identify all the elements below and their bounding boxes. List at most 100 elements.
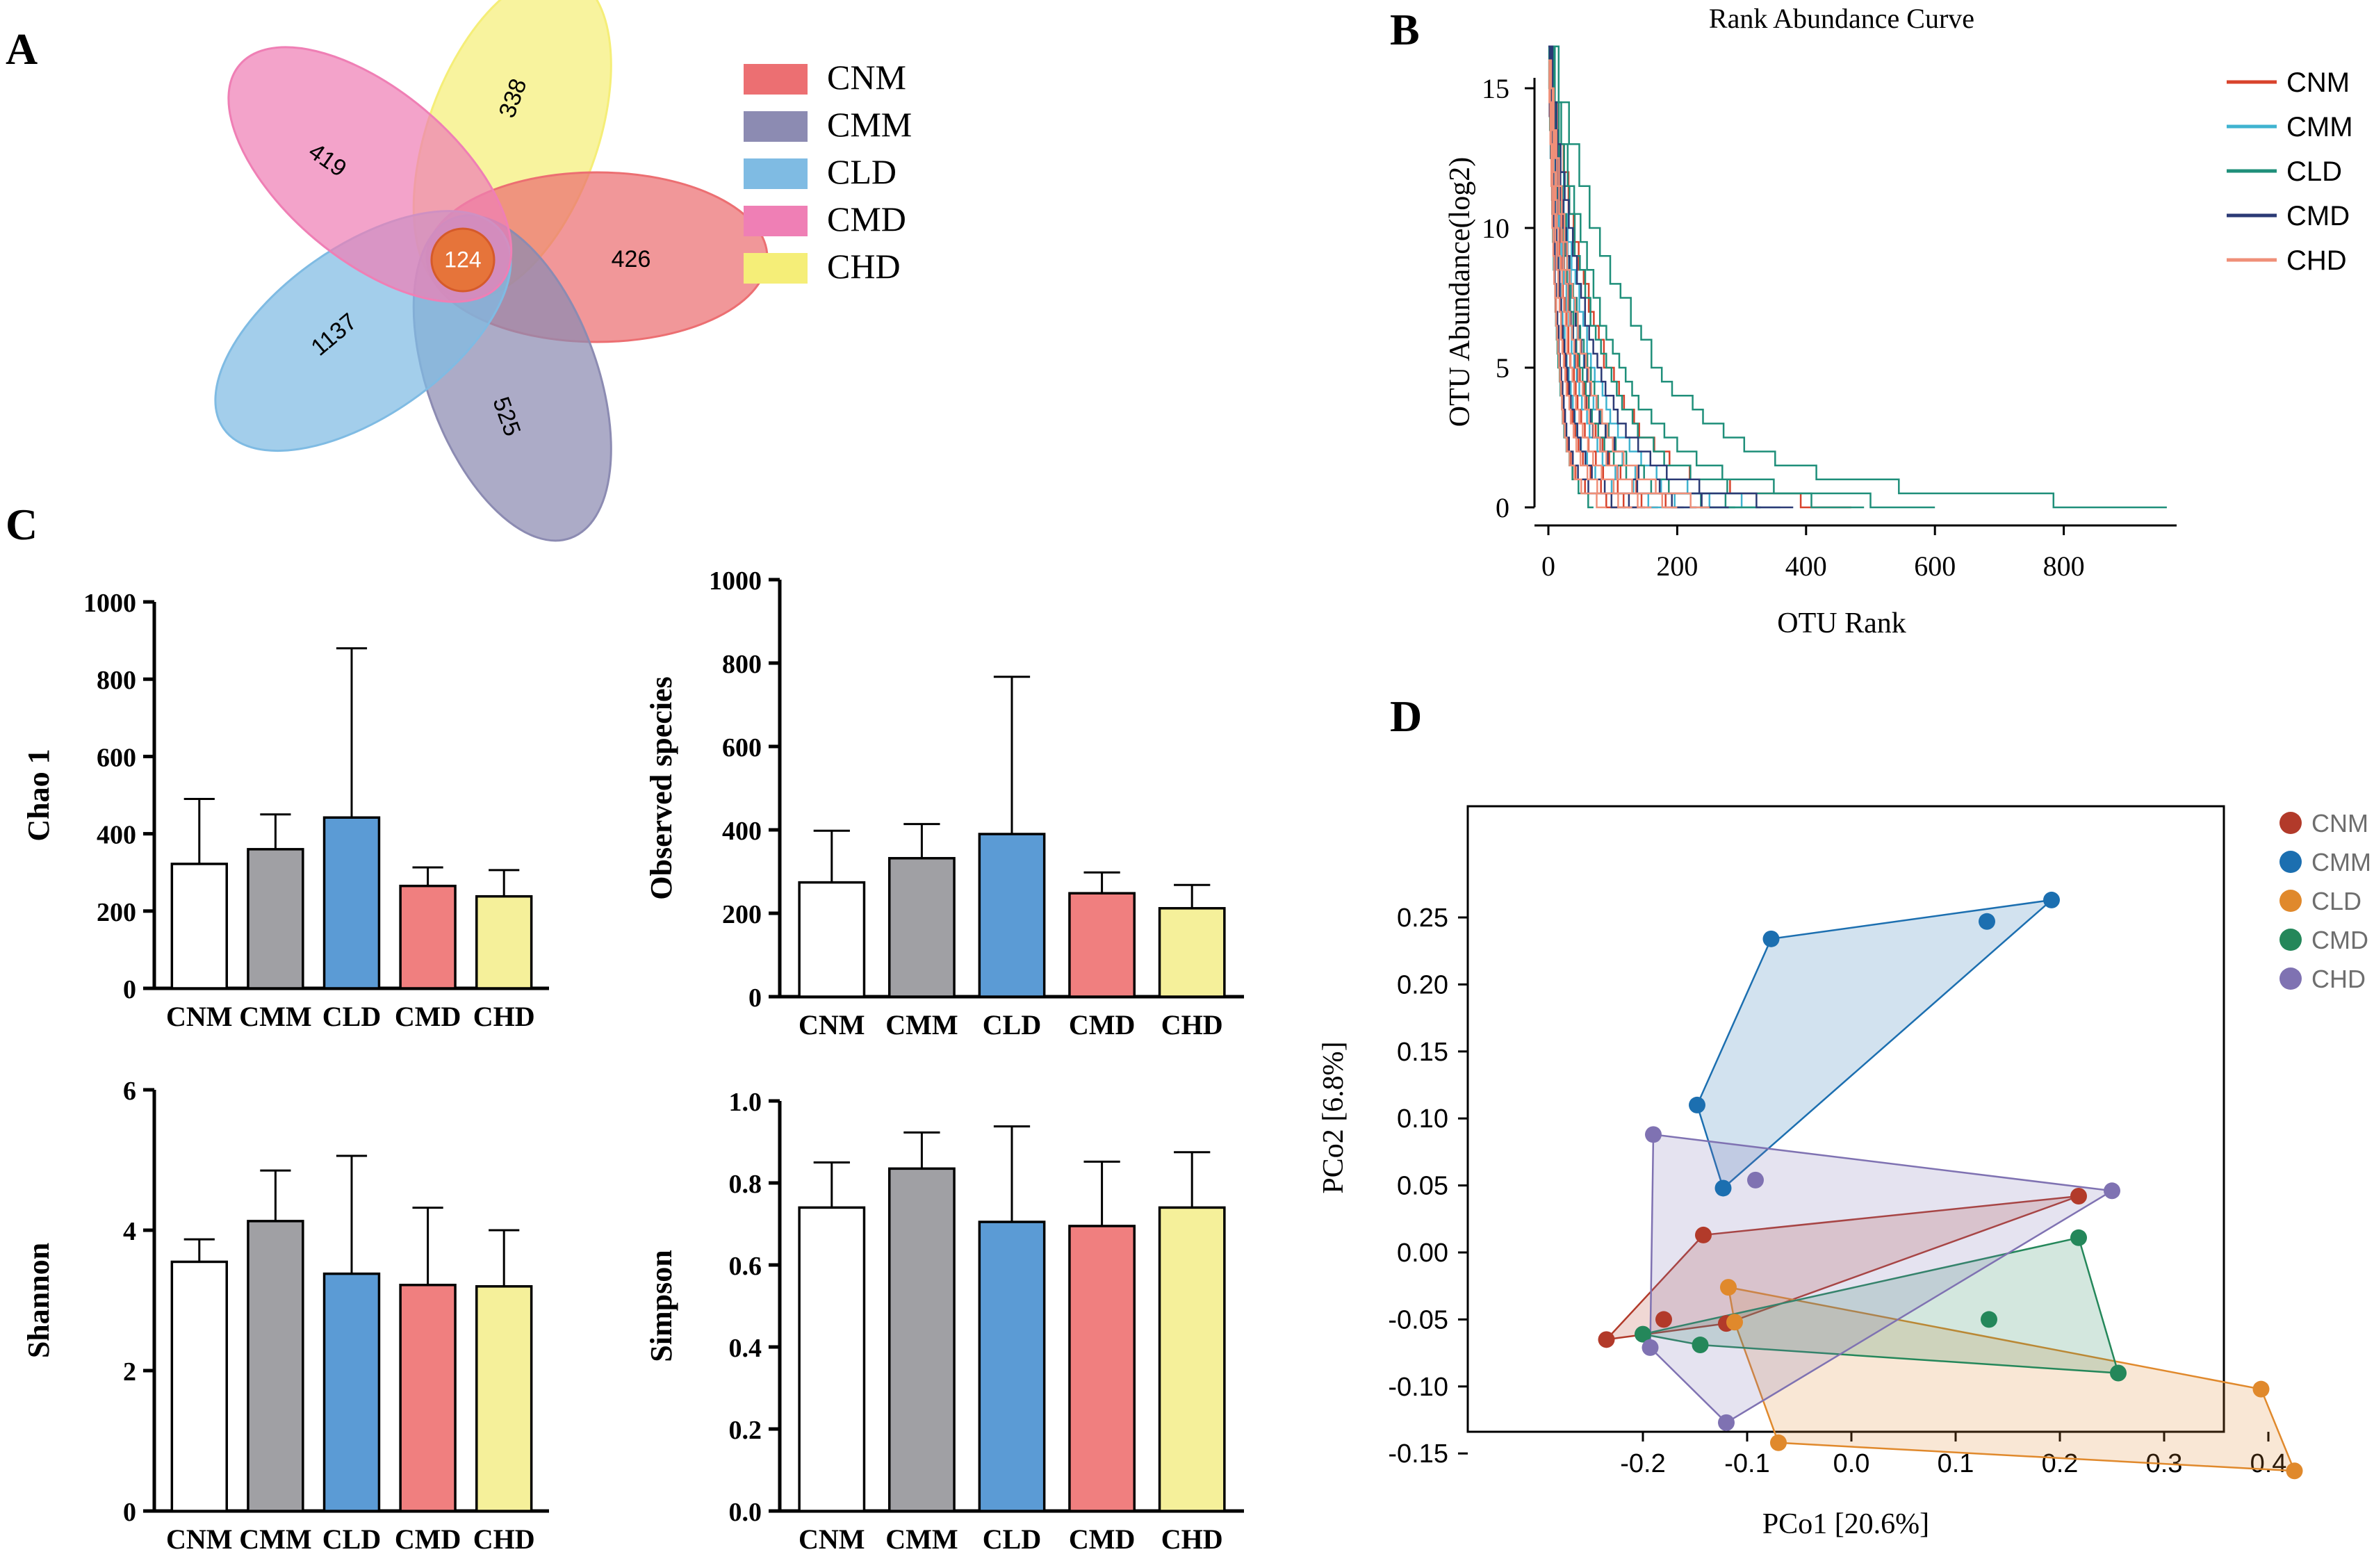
bar-y-tick-label: 2 bbox=[123, 1357, 136, 1387]
bar-chd bbox=[475, 1285, 533, 1512]
pcoa-y-tick-label: -0.05 bbox=[1388, 1305, 1448, 1334]
panel-label-a: A bbox=[6, 24, 38, 74]
bar-x-tick-label: CLD bbox=[322, 1001, 381, 1032]
rank-curve-chd bbox=[1548, 59, 1652, 509]
bar-y-tick-label: 0 bbox=[123, 975, 136, 1004]
rank-curve-chd bbox=[1548, 59, 1678, 509]
pcoa-point-cld bbox=[2286, 1462, 2303, 1480]
panel-label-b: B bbox=[1390, 5, 1420, 54]
venn-legend-label: CMD bbox=[827, 199, 906, 238]
pcoa-point-chd bbox=[1642, 1339, 1659, 1356]
pcoa-x-tick-label: 0.2 bbox=[2042, 1449, 2079, 1478]
bar-x-tick-label: CMM bbox=[239, 1001, 311, 1032]
bar-cnm bbox=[798, 881, 866, 998]
rank-legend-label: CNM bbox=[2286, 67, 2350, 98]
bar-x-tick-label: CMD bbox=[1069, 1524, 1136, 1555]
bar-x-tick-label: CMD bbox=[395, 1001, 461, 1032]
pcoa-legend-label: CMM bbox=[2311, 848, 2371, 876]
pcoa-point-cnm bbox=[2070, 1188, 2087, 1205]
bar-x-tick-label: CHD bbox=[473, 1524, 535, 1555]
pcoa-point-cnm bbox=[1695, 1226, 1712, 1243]
rank-curve-cmd bbox=[1548, 45, 1794, 509]
venn-legend-swatch bbox=[744, 111, 808, 142]
bar-cmd bbox=[1068, 1225, 1136, 1512]
bar-y-tick-label: 0.2 bbox=[729, 1416, 762, 1445]
venn-legend-label: CLD bbox=[827, 152, 897, 191]
rank-y-tick-label: 10 bbox=[1482, 213, 1509, 244]
pcoa-point-cmd bbox=[2110, 1364, 2127, 1382]
rank-chart-title: Rank Abundance Curve bbox=[1709, 3, 1974, 34]
pcoa-point-cnm bbox=[1655, 1311, 1672, 1328]
bar-y-tick-label: 0.4 bbox=[729, 1334, 762, 1363]
bar-x-tick-label: CHD bbox=[473, 1001, 535, 1032]
pcoa-point-cnm bbox=[1598, 1331, 1615, 1348]
bar-x-tick-label: CHD bbox=[1161, 1009, 1223, 1040]
bar-y-tick-label: 0.6 bbox=[729, 1252, 762, 1281]
venn-legend-label: CHD bbox=[827, 247, 901, 286]
pcoa-legend-swatch bbox=[2279, 929, 2302, 951]
bar-x-tick-label: CNM bbox=[799, 1524, 865, 1555]
pcoa-x-tick-label: 0.4 bbox=[2250, 1449, 2287, 1478]
bar-cnm bbox=[798, 1206, 866, 1512]
bar-y-tick-label: 4 bbox=[123, 1217, 136, 1246]
pcoa-point-cmd bbox=[1635, 1325, 1651, 1343]
pcoa-hull-cmm bbox=[1696, 899, 2054, 1190]
pcoa-point-cmd bbox=[2070, 1229, 2087, 1246]
bar-cmm bbox=[247, 848, 304, 990]
pcoa-point-chd bbox=[1718, 1414, 1735, 1431]
bar-chd bbox=[1158, 1206, 1226, 1512]
bar-cmm bbox=[887, 1167, 956, 1512]
rank-curve-cld bbox=[1548, 45, 1935, 509]
rank-x-tick-label: 600 bbox=[1914, 550, 1956, 582]
pcoa-point-cmm bbox=[1979, 913, 1995, 930]
bar-x-tick-label: CMD bbox=[1069, 1009, 1136, 1040]
bar-cmm bbox=[247, 1220, 304, 1512]
pcoa-point-cmd bbox=[1981, 1311, 1997, 1328]
rank-legend-label: CHD bbox=[2286, 245, 2347, 276]
bar-cnm bbox=[170, 863, 229, 990]
bar-chart-observed-species: 0 200 400 600 800 1000 Observed species CNM CMM C… bbox=[644, 566, 1244, 1040]
pcoa-point-cmd bbox=[1692, 1337, 1709, 1354]
rank-curve-chd bbox=[1548, 59, 1710, 509]
bar-y-tick-label: 800 bbox=[97, 666, 136, 695]
pcoa-legend-swatch bbox=[2279, 851, 2302, 873]
rank-x-tick-label: 800 bbox=[2043, 550, 2085, 582]
pcoa-x-tick-label: 0.1 bbox=[1938, 1449, 1974, 1478]
pcoa-y-tick-label: 0.20 bbox=[1397, 970, 1448, 999]
pcoa-point-cld bbox=[1770, 1434, 1787, 1451]
rank-y-tick-label: 15 bbox=[1482, 73, 1509, 104]
rank-legend-label: CMM bbox=[2286, 112, 2353, 142]
bar-y-tick-label: 800 bbox=[722, 650, 762, 679]
rank-x-tick-label: 400 bbox=[1785, 550, 1827, 582]
bar-x-tick-label: CHD bbox=[1161, 1524, 1223, 1555]
venn-legend-label: CMM bbox=[827, 105, 912, 144]
venn-count-cnm: 426 bbox=[612, 246, 651, 272]
pcoa-legend-label: CHD bbox=[2311, 965, 2366, 993]
pcoa-x-tick-label: 0.0 bbox=[1833, 1449, 1870, 1478]
bar-cnm bbox=[170, 1260, 229, 1512]
pcoa-x-tick-label: -0.1 bbox=[1724, 1449, 1769, 1478]
bar-x-tick-label: CLD bbox=[983, 1524, 1041, 1555]
bar-x-tick-label: CLD bbox=[983, 1009, 1041, 1040]
pcoa-legend-swatch bbox=[2279, 812, 2302, 834]
pcoa-legend-label: CMD bbox=[2311, 926, 2368, 954]
pcoa-y-tick-label: 0.10 bbox=[1397, 1104, 1448, 1134]
pcoa-x-tick-label: -0.2 bbox=[1620, 1449, 1665, 1478]
bar-x-tick-label: CLD bbox=[322, 1524, 381, 1555]
bar-cld bbox=[322, 1272, 381, 1512]
pcoa-legend-label: CNM bbox=[2311, 809, 2368, 838]
bar-cmm bbox=[887, 857, 956, 998]
bar-y-label: Chao 1 bbox=[22, 749, 56, 841]
bar-chd bbox=[1158, 907, 1226, 998]
venn-legend-label: CNM bbox=[827, 58, 906, 97]
bar-cmd bbox=[399, 1284, 457, 1512]
pcoa-y-tick-label: 0.25 bbox=[1397, 904, 1448, 933]
rank-y-tick-label: 5 bbox=[1496, 352, 1509, 384]
rank-legend-label: CMD bbox=[2286, 201, 2350, 231]
pcoa-legend-swatch bbox=[2279, 890, 2302, 912]
bar-y-tick-label: 200 bbox=[97, 898, 136, 927]
pcoa-x-label: PCo1 [20.6%] bbox=[1762, 1508, 1929, 1540]
pcoa-point-cld bbox=[2252, 1380, 2270, 1398]
rank-legend-label: CLD bbox=[2286, 156, 2342, 187]
